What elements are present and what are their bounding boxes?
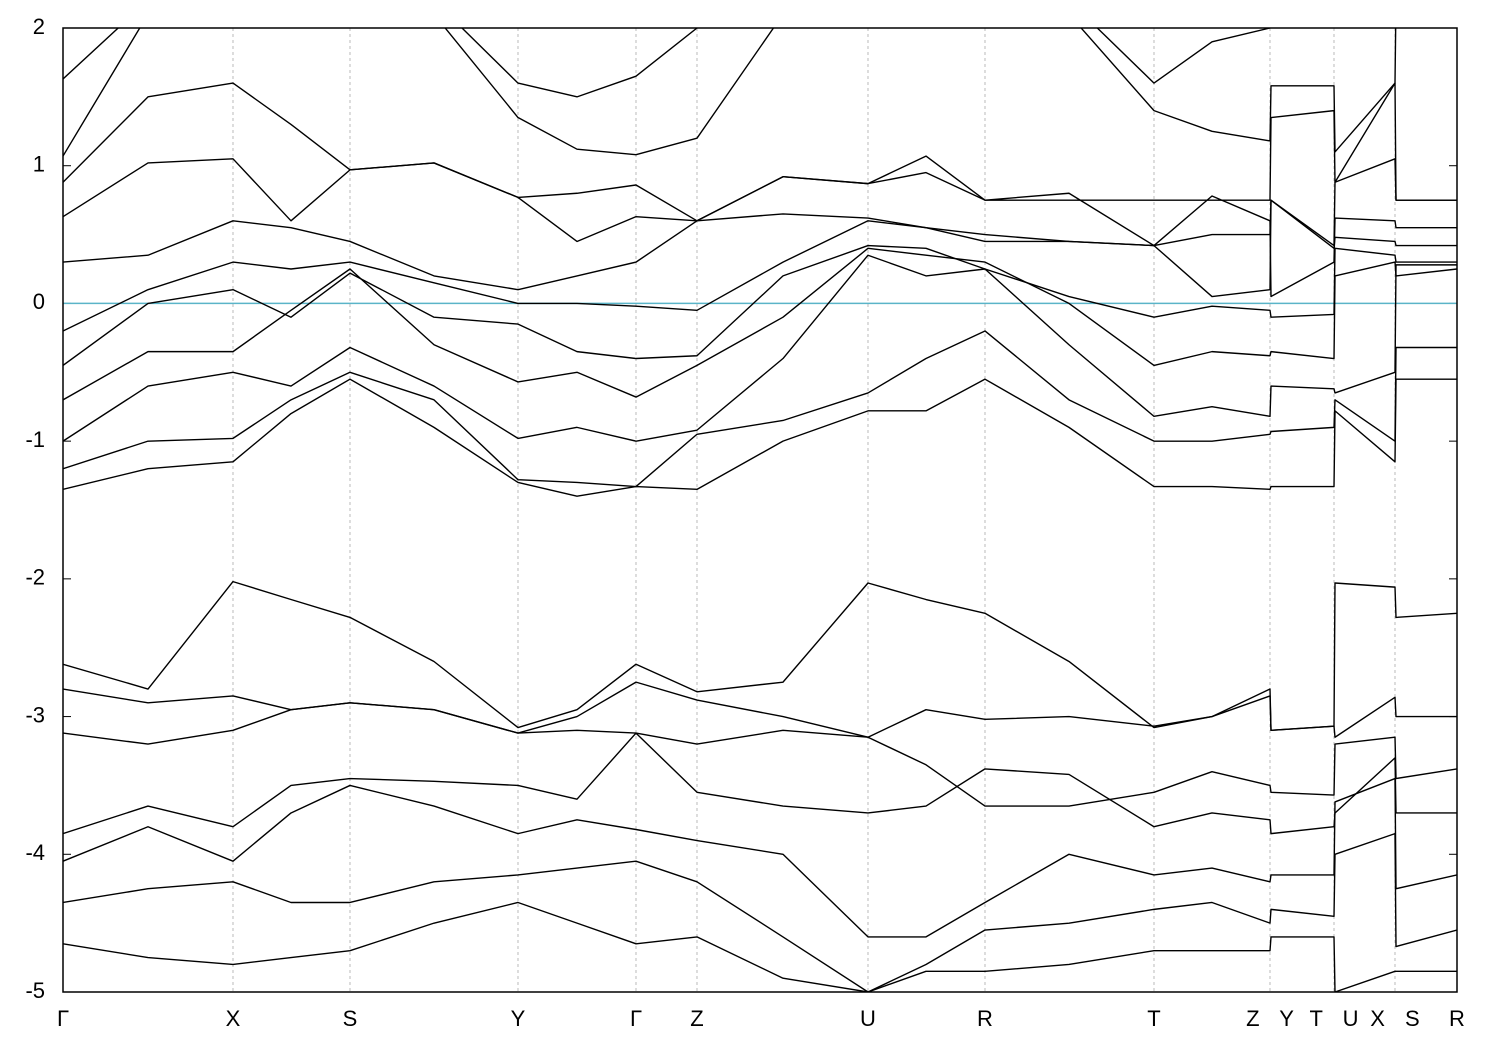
band-line (63, 732, 1457, 835)
plot-frame (62, 27, 1458, 993)
band-line (63, 254, 1457, 442)
x-tick-label: U (860, 1006, 876, 1031)
band-line (63, 244, 1457, 366)
band-line (63, 832, 1457, 992)
x-tick-label: R (977, 1006, 993, 1031)
band-line (63, 330, 1457, 488)
x-tick-label: X S (1370, 1006, 1419, 1031)
band-line (63, 378, 1457, 497)
x-tick-label: Z (690, 1006, 703, 1031)
band-line (63, 901, 1457, 992)
x-tick-label: T U (1309, 1006, 1358, 1031)
x-tick-label: Y (511, 1006, 526, 1031)
y-tick-label: -2 (25, 565, 45, 590)
band-line (63, 580, 1457, 732)
band-line (63, 199, 1457, 332)
band-line (63, 702, 1457, 807)
x-tick-label: T (1147, 1006, 1160, 1031)
x-tick-label: X (226, 1006, 241, 1031)
x-tick-label: Γ (57, 1006, 69, 1031)
y-tick-label: -1 (25, 427, 45, 452)
band-line (63, 247, 1457, 401)
bands (63, 28, 1457, 992)
y-tick-label: -4 (25, 840, 45, 865)
band-line (63, 155, 1457, 247)
grid (62, 27, 1458, 993)
y-tick-label: -5 (25, 978, 45, 1003)
y-tick-label: -3 (25, 702, 45, 727)
x-tick-label: Γ (630, 1006, 642, 1031)
x-tick-label: Z Y (1246, 1006, 1294, 1031)
y-tick-label: 1 (33, 152, 45, 177)
y-tick-label: 0 (33, 289, 45, 314)
labels: -5 -4 -3 -2 -1 0 1 2 Γ X S Y Γ Z U R T Z Y T U X S R (25, 14, 1465, 1031)
band-line (63, 681, 1457, 738)
band-line (63, 195, 1457, 298)
y-tick-label: 2 (33, 14, 45, 39)
band-line (63, 28, 1397, 157)
x-tick-label: R (1449, 1006, 1465, 1031)
x-tick-label: S (343, 1006, 358, 1031)
